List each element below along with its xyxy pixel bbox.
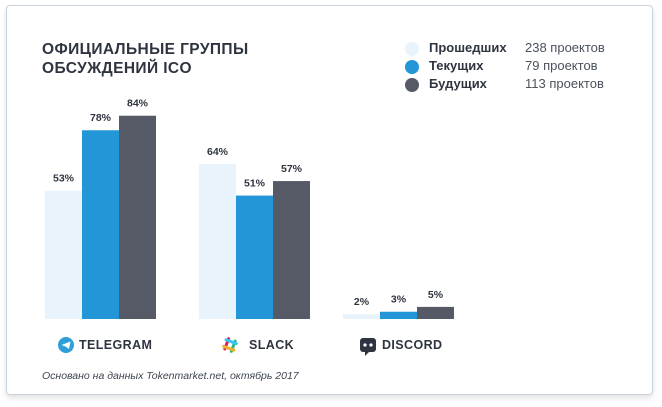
source-note: Основано на данных Tokenmarket.net, октя… [42,370,299,382]
category-label-telegram: TELEGRAM [79,338,152,352]
bar-telegram-future [119,115,156,319]
legend-swatch-past [405,42,419,56]
legend-swatch-current [405,60,419,74]
legend-item-current: Текущих 79 проектов [405,57,645,75]
bar-telegram-past [45,190,82,319]
bar-slack-future [273,181,310,319]
bar-slack-current [236,195,273,319]
value-label-slack-future: 57% [281,163,303,175]
chart-title-line-2: ОБСУЖДЕНИЙ ICO [42,60,192,77]
bar-discord-future [417,306,454,319]
legend-item-future: Будущих 113 проектов [405,75,645,93]
bar-slack-past [199,164,236,319]
legend-count-current: 79 проектов [525,58,598,73]
value-labels-layer: 53% 78% 84% 64% 51% 57% 2% 3% 5% [53,98,444,308]
value-label-slack-past: 64% [207,146,229,158]
discord-icon [360,338,376,356]
slack-icon [222,337,238,353]
category-label-discord: DISCORD [382,338,442,352]
value-label-discord-current: 3% [391,294,407,306]
chart-title-line-1: ОФИЦИАЛЬНЫЕ ГРУППЫ [42,41,249,58]
value-label-telegram-past: 53% [53,173,75,185]
legend-item-past: Прошедших 238 проектов [405,39,645,57]
bars-layer [45,115,454,319]
value-label-discord-past: 2% [354,296,370,308]
legend-swatch-future [405,78,419,92]
bar-discord-past [343,314,380,319]
legend-label-future: Будущих [429,76,487,91]
value-label-telegram-future: 84% [127,98,149,110]
value-label-discord-future: 5% [428,289,444,301]
telegram-icon [58,337,74,353]
legend-count-future: 113 проектов [525,76,604,91]
category-labels-layer: TELEGRAM SLACK DISCORD [58,337,442,356]
legend: Прошедших 238 проектов Текущих 79 проект… [405,39,645,93]
value-label-telegram-current: 78% [90,112,112,124]
category-label-slack: SLACK [249,338,294,352]
bar-discord-current [380,311,417,319]
legend-label-current: Текущих [429,58,484,73]
value-label-slack-current: 51% [244,178,266,190]
legend-count-past: 238 проектов [525,40,605,55]
chart-title: ОФИЦИАЛЬНЫЕ ГРУППЫ ОБСУЖДЕНИЙ ICO [42,40,249,78]
legend-label-past: Прошедших [429,40,507,55]
bar-telegram-current [82,130,119,319]
